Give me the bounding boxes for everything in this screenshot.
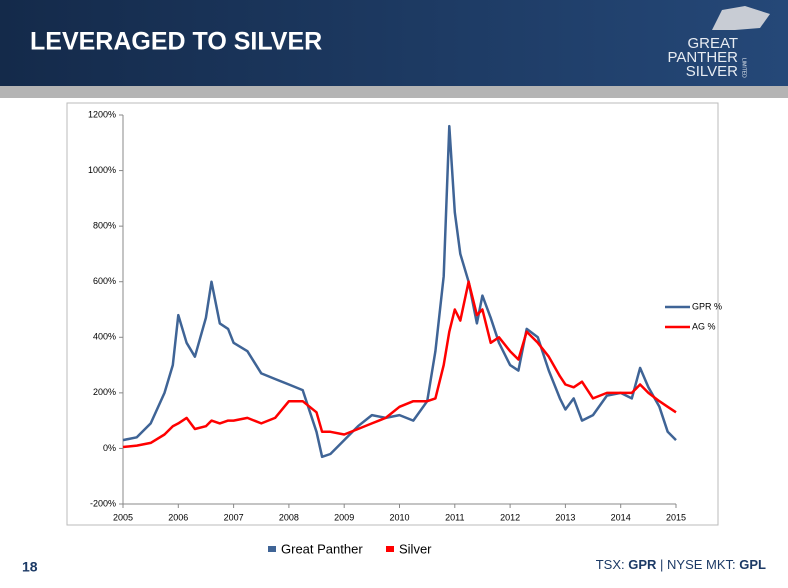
legend-swatch (268, 546, 276, 552)
logo-text: PANTHER (667, 49, 738, 66)
series-line (122, 124, 677, 459)
x-tick-label: 2012 (500, 512, 520, 522)
footer-part: GPL (739, 557, 766, 572)
header-strip (0, 86, 788, 98)
y-tick-label: 400% (93, 332, 116, 342)
y-tick-label: 600% (93, 276, 116, 286)
legend-swatch (386, 546, 394, 552)
footer-part: | NYSE MKT: (656, 557, 739, 572)
legend-label: Great Panther (281, 541, 363, 556)
footer-part: GPR (628, 557, 657, 572)
legend-label: Silver (399, 541, 432, 556)
y-tick-label: 0% (103, 443, 116, 453)
footer-part: TSX: (596, 557, 629, 572)
y-tick-label: 1200% (88, 109, 116, 119)
series-line (122, 280, 677, 449)
x-tick-label: 2006 (168, 512, 188, 522)
slide-title: LEVERAGED TO SILVER (30, 28, 322, 56)
logo-icon (712, 6, 770, 30)
x-tick-label: 2009 (334, 512, 354, 522)
x-tick-label: 2013 (555, 512, 575, 522)
header-bg (0, 0, 788, 86)
page-number: 18 (22, 559, 38, 575)
y-tick-label: 800% (93, 221, 116, 231)
x-tick-label: 2005 (113, 512, 133, 522)
logo-text: GREAT (687, 35, 738, 52)
x-tick-label: 2011 (445, 512, 464, 522)
legend-label: AG % (692, 321, 716, 331)
x-tick-label: 2008 (279, 512, 299, 522)
footer-text: TSX: GPR | NYSE MKT: GPL (596, 557, 766, 572)
logo-text: SILVER (686, 63, 738, 80)
chart: -200% 0% 200% 400% 600% 800% 1000% 1200% 2005 200… (88, 109, 722, 556)
x-tick-label: 2015 (666, 512, 686, 522)
logo-small: LIMITED (741, 58, 747, 78)
chart-frame (66, 102, 719, 526)
legend-label: GPR % (692, 301, 722, 311)
y-tick-label: -200% (90, 498, 116, 508)
x-tick-label: 2010 (389, 512, 409, 522)
x-tick-label: 2007 (224, 512, 244, 522)
x-tick-label: 2014 (611, 512, 631, 522)
y-tick-label: 1000% (88, 165, 116, 175)
y-tick-label: 200% (93, 387, 116, 397)
